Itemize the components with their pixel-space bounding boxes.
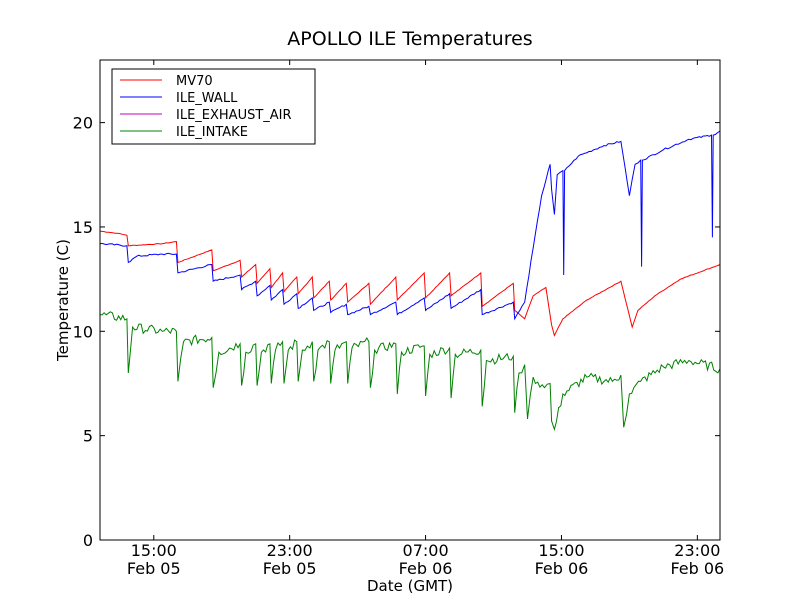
legend-label: MV70 [176,74,213,89]
legend-label: ILE_WALL [176,91,238,106]
x-tick-date: Feb 06 [535,559,589,578]
x-tick-date: Feb 06 [670,559,724,578]
y-axis-title: Temperature (C) [54,239,72,362]
y-tick-label: 10 [73,322,93,341]
x-tick-time: 07:00 [403,541,449,560]
y-tick-label: 5 [83,427,93,446]
series-line-ile_wall [99,130,721,321]
series-line-mv70 [99,230,721,337]
x-tick-time: 23:00 [267,541,313,560]
chart-title: APOLLO ILE Temperatures [287,28,532,50]
legend: MV70 ILE_WALL ILE_EXHAUST_AIR ILE_INTAKE [111,68,316,145]
y-tick-label: 20 [73,114,93,133]
y-tick-label: 0 [83,531,93,550]
x-tick-date: Feb 05 [263,559,317,578]
x-tick-time: 23:00 [674,541,720,560]
x-tick-time: 15:00 [538,541,584,560]
series-line-ile_intake [99,311,721,432]
plot-frame [99,59,721,541]
y-tick-label: 15 [73,218,93,237]
legend-label: ILE_EXHAUST_AIR [176,108,292,123]
legend-label: ILE_INTAKE [176,125,248,140]
series-layer [99,130,721,432]
x-tick-date: Feb 05 [127,559,181,578]
x-tick-date: Feb 06 [399,559,453,578]
x-tick-time: 15:00 [131,541,177,560]
x-axis-title: Date (GMT) [367,577,453,595]
